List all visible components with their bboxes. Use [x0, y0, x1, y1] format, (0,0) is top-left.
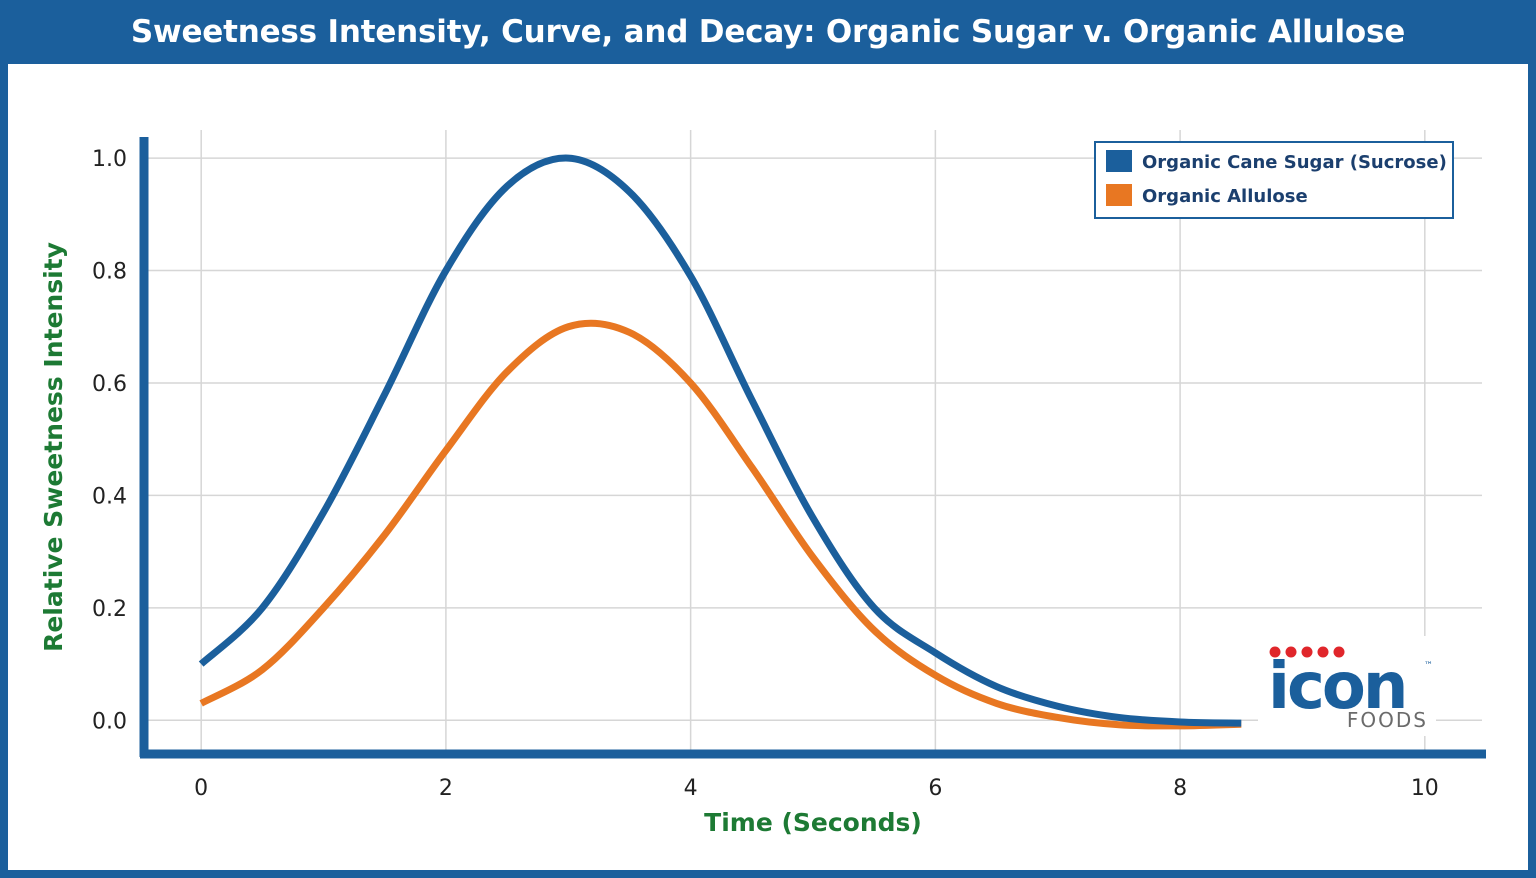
legend-label-sucrose: Organic Cane Sugar (Sucrose)	[1142, 152, 1447, 173]
x-tick-label: 6	[928, 776, 942, 801]
y-tick-label: 0.8	[92, 260, 127, 285]
logo-trademark: ™	[1424, 661, 1433, 671]
x-tick-label: 10	[1411, 776, 1439, 801]
logo-foods-text: FOODS	[1347, 708, 1428, 732]
logo-dot	[1301, 646, 1313, 658]
legend-swatch-sucrose	[1106, 150, 1132, 172]
logo-dots	[1269, 646, 1345, 658]
x-tick-label: 0	[194, 776, 208, 801]
y-tick-label: 0.2	[92, 597, 127, 622]
logo-dot	[1317, 646, 1329, 658]
logo-dot	[1333, 646, 1345, 658]
chart-title: Sweetness Intensity, Curve, and Decay: O…	[0, 0, 1536, 64]
icon-foods-logo: icon ™ FOODS	[1258, 636, 1436, 736]
series-line-sucrose	[198, 154, 1242, 727]
legend: Organic Cane Sugar (Sucrose) Organic All…	[1094, 141, 1454, 219]
series-line-allulose	[199, 319, 1242, 730]
legend-box	[1094, 141, 1454, 219]
y-tick-label: 0.6	[92, 372, 127, 397]
y-axis-label: Relative Sweetness Intensity	[39, 242, 68, 652]
x-axis-label: Time (Seconds)	[704, 808, 922, 837]
x-tick-label: 4	[684, 776, 698, 801]
y-tick-label: 0.4	[92, 484, 127, 509]
legend-swatch-allulose	[1106, 184, 1132, 206]
y-tick-label: 0.0	[92, 709, 127, 734]
logo-dot	[1269, 646, 1281, 658]
logo-dot	[1285, 646, 1297, 658]
x-tick-label: 2	[439, 776, 453, 801]
legend-label-allulose: Organic Allulose	[1142, 186, 1308, 207]
tick-labels: 0 2 4 6 8 10 0.0 0.2 0.4 0.6 0.8 1.0	[92, 147, 1439, 801]
x-tick-label: 8	[1173, 776, 1187, 801]
axes	[139, 137, 1486, 759]
logo-wordmark: icon	[1268, 650, 1405, 724]
series-lines	[198, 154, 1242, 730]
y-tick-label: 1.0	[92, 147, 127, 172]
